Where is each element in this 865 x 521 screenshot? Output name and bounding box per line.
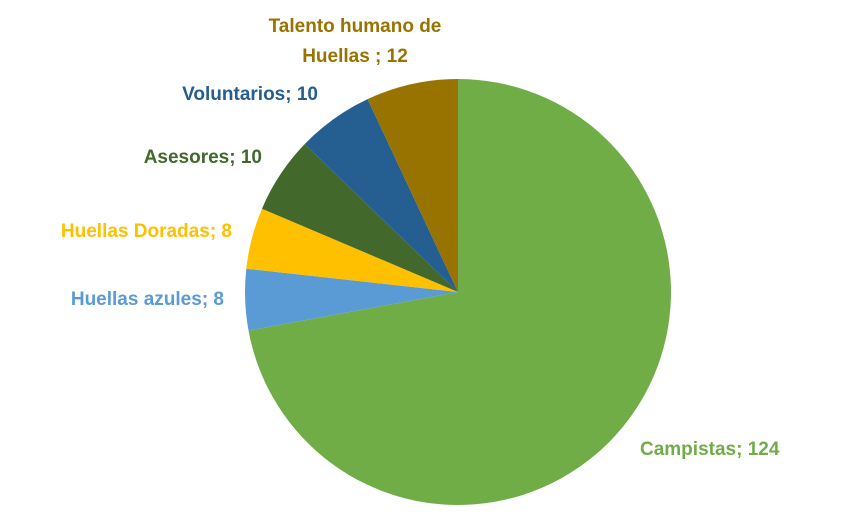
data-label: Huellas Doradas; 8 xyxy=(61,217,232,247)
data-label: Huellas azules; 8 xyxy=(71,285,224,315)
label-category: Asesores xyxy=(143,147,230,168)
pie-slice xyxy=(367,79,458,292)
data-label: Voluntarios; 10 xyxy=(182,80,318,110)
pie-slice xyxy=(246,208,458,292)
label-value: ; 10 xyxy=(285,84,318,105)
label-category: Huellas Doradas xyxy=(60,221,210,242)
pie-slice xyxy=(248,79,672,506)
label-category: Huellas azules xyxy=(70,289,202,310)
label-value: ; 12 xyxy=(369,46,408,67)
pie-slice xyxy=(244,268,458,331)
data-label: Talento humano de Huellas ; 12 xyxy=(255,12,455,72)
label-value: ; 124 xyxy=(736,439,780,460)
pie-slice xyxy=(304,99,458,292)
data-label: Campistas; 124 xyxy=(640,435,779,465)
label-category: Voluntarios xyxy=(182,84,286,105)
label-value: ; 10 xyxy=(229,147,262,168)
label-category: Talento humano de Huellas xyxy=(268,16,442,67)
data-label: Asesores; 10 xyxy=(144,143,262,173)
label-value: ; 8 xyxy=(201,289,224,310)
label-category: Campistas xyxy=(640,439,737,460)
pie-slice xyxy=(261,144,458,292)
label-value: ; 8 xyxy=(209,221,232,242)
